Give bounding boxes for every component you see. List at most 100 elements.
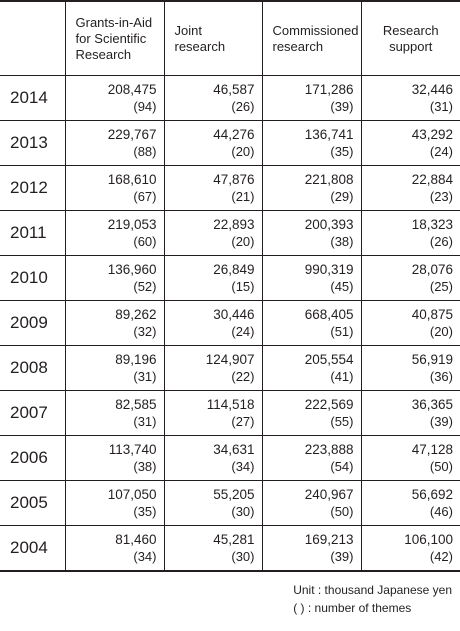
research-support-theme-count: (23) [429,189,453,204]
research-support-theme-count: (31) [429,99,453,114]
joint-research-amount: 22,893 [213,217,255,232]
grants-in-aid-theme-count: (35) [133,504,157,519]
grants-in-aid-amount: 136,960 [107,262,157,277]
joint-research-amount: 46,587 [213,82,255,97]
grants-in-aid-theme-count: (31) [133,414,157,429]
year-cell: 2004 [0,525,66,572]
year-cell: 2010 [0,255,66,301]
research-support-theme-count: (42) [429,549,453,564]
commissioned-research-amount: 171,286 [304,82,354,97]
research-support-amount: 18,323 [411,217,453,232]
research-support-amount: 40,875 [411,307,453,322]
table-row: 2008 89,196 (31) 124,907 (22) 205,554 (41) 56,9… [0,345,460,391]
table-notes: Unit : thousand Japanese yen ( ) : numbe… [293,581,452,617]
joint-research-theme-count: (20) [231,144,255,159]
joint-research-amount: 30,446 [213,307,255,322]
commissioned-research-cell: 668,405 (51) [261,300,362,346]
joint-research-theme-count: (21) [231,189,255,204]
research-support-amount: 43,292 [411,127,453,142]
table-row: 2007 82,585 (31) 114,518 (27) 222,569 (55) 36,3… [0,390,460,436]
commissioned-research-amount: 990,319 [304,262,354,277]
year-cell: 2012 [0,165,66,211]
grants-in-aid-cell: 229,767 (88) [64,120,165,166]
table-row: 2014 208,475 (94) 46,587 (26) 171,286 (39) 32,4… [0,75,460,121]
header-commissioned-research: Commissioned research [261,0,362,76]
commissioned-research-amount: 240,967 [304,487,354,502]
joint-research-amount: 47,876 [213,172,255,187]
joint-research-amount: 114,518 [206,397,255,412]
joint-research-cell: 30,446 (24) [163,300,263,346]
grants-in-aid-cell: 81,460 (34) [64,525,165,572]
table-row: 2010 136,960 (52) 26,849 (15) 990,319 (45) 28,0… [0,255,460,301]
commissioned-research-amount: 136,741 [304,127,354,142]
joint-research-theme-count: (34) [231,459,255,474]
joint-research-theme-count: (20) [231,234,255,249]
header-row: Grants-in-Aid for Scientific Research Jo… [0,0,460,76]
research-support-cell: 47,128 (50) [360,435,460,481]
commissioned-research-cell: 223,888 (54) [261,435,362,481]
table-row: 2009 89,262 (32) 30,446 (24) 668,405 (51) 40,87… [0,300,460,346]
grants-in-aid-amount: 229,767 [107,127,157,142]
joint-research-cell: 26,849 (15) [163,255,263,301]
joint-research-cell: 46,587 (26) [163,75,263,121]
research-support-theme-count: (26) [429,234,453,249]
research-support-cell: 56,919 (36) [360,345,460,391]
commissioned-research-amount: 205,554 [304,352,354,367]
header-joint-research: Joint research [163,0,263,76]
commissioned-research-theme-count: (51) [330,324,354,339]
joint-research-theme-count: (27) [231,414,255,429]
commissioned-research-theme-count: (45) [330,279,354,294]
year-cell: 2006 [0,435,66,481]
commissioned-research-cell: 990,319 (45) [261,255,362,301]
grants-in-aid-theme-count: (34) [133,549,157,564]
year-cell: 2011 [0,210,66,256]
table-row: 2005 107,050 (35) 55,205 (30) 240,967 (50) 56,6… [0,480,460,526]
grants-in-aid-theme-count: (32) [133,324,157,339]
grants-in-aid-cell: 82,585 (31) [64,390,165,436]
research-support-amount: 28,076 [411,262,453,277]
research-support-cell: 22,884 (23) [360,165,460,211]
commissioned-research-theme-count: (55) [330,414,354,429]
joint-research-amount: 124,907 [205,352,255,367]
year-cell: 2014 [0,75,66,121]
grants-in-aid-theme-count: (52) [133,279,157,294]
commissioned-research-theme-count: (38) [330,234,354,249]
commissioned-research-cell: 240,967 (50) [261,480,362,526]
table-body: 2014 208,475 (94) 46,587 (26) 171,286 (39) 32,4… [0,75,460,572]
research-support-cell: 106,100 (42) [360,525,460,572]
joint-research-cell: 55,205 (30) [163,480,263,526]
grants-in-aid-amount: 89,196 [115,352,157,367]
year-cell: 2007 [0,390,66,436]
commissioned-research-cell: 205,554 (41) [261,345,362,391]
commissioned-research-cell: 169,213 (39) [261,525,362,572]
joint-research-theme-count: (26) [231,99,255,114]
joint-research-theme-count: (30) [231,549,255,564]
grants-in-aid-theme-count: (88) [133,144,157,159]
joint-research-amount: 45,281 [213,532,255,547]
grants-in-aid-amount: 113,740 [108,442,157,457]
research-support-cell: 43,292 (24) [360,120,460,166]
research-support-theme-count: (36) [429,369,453,384]
joint-research-cell: 47,876 (21) [163,165,263,211]
commissioned-research-amount: 668,405 [304,307,354,322]
commissioned-research-cell: 136,741 (35) [261,120,362,166]
research-support-amount: 22,884 [411,172,453,187]
research-support-theme-count: (25) [429,279,453,294]
research-support-cell: 36,365 (39) [360,390,460,436]
grants-in-aid-theme-count: (38) [133,459,157,474]
commissioned-research-theme-count: (35) [330,144,354,159]
grants-in-aid-cell: 136,960 (52) [64,255,165,301]
research-support-amount: 36,365 [411,397,453,412]
grants-in-aid-amount: 168,610 [107,172,157,187]
research-support-amount: 32,446 [411,82,453,97]
joint-research-amount: 44,276 [213,127,255,142]
commissioned-research-theme-count: (39) [330,99,354,114]
commissioned-research-amount: 169,213 [304,532,354,547]
research-support-cell: 40,875 (20) [360,300,460,346]
year-cell: 2005 [0,480,66,526]
research-support-amount: 56,692 [411,487,453,502]
commissioned-research-cell: 200,393 (38) [261,210,362,256]
research-support-theme-count: (20) [429,324,453,339]
research-support-theme-count: (46) [429,504,453,519]
